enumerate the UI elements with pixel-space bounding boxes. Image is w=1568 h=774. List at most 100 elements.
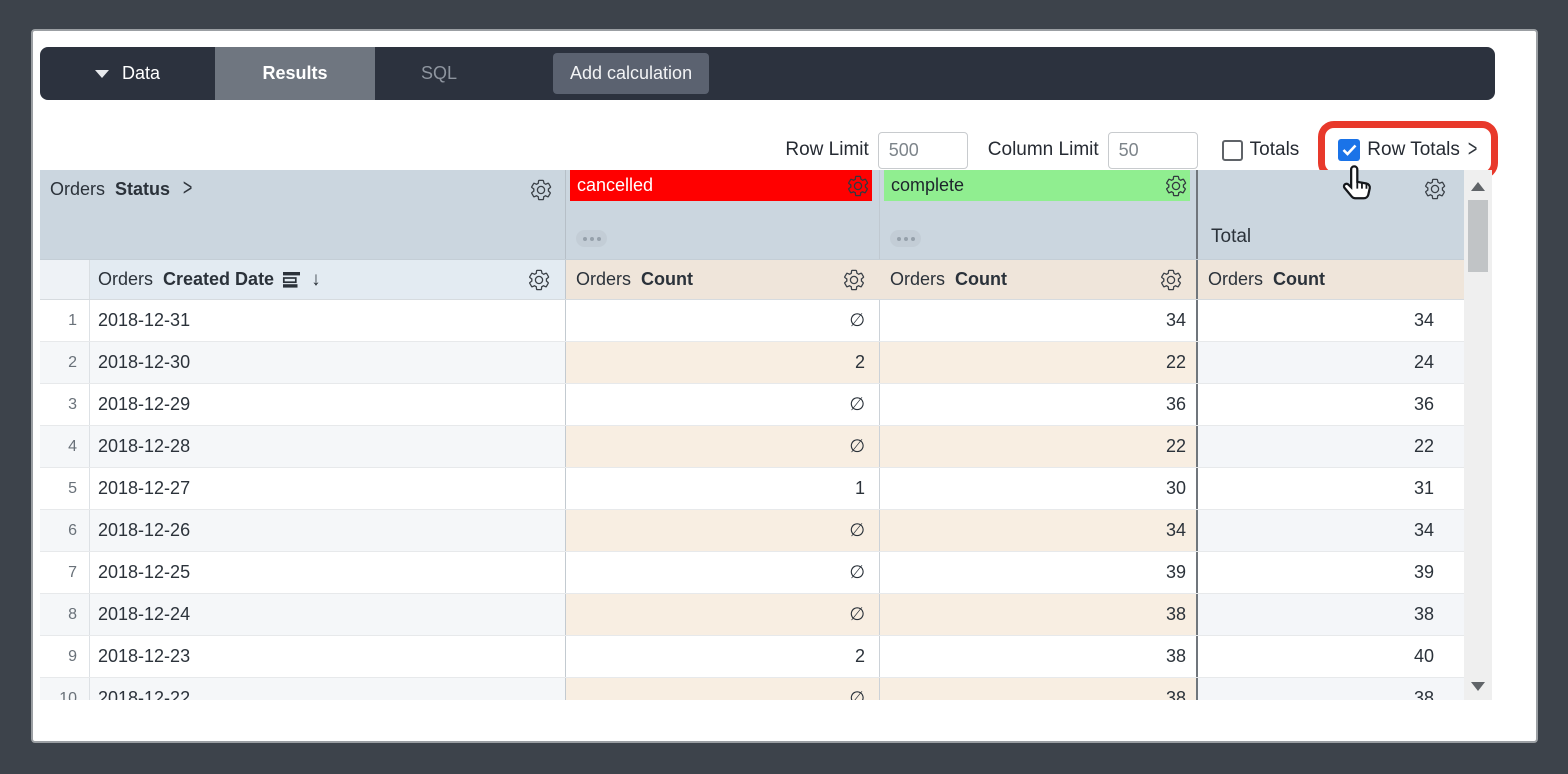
measure-header-cancelled[interactable]: Orders Count — [566, 260, 880, 299]
gear-icon[interactable] — [529, 178, 553, 202]
row-total-cell[interactable]: 31 — [1196, 468, 1492, 509]
complete-count-cell[interactable]: 39 — [880, 552, 1198, 593]
row-totals-checkbox[interactable] — [1338, 139, 1361, 161]
row-total-cell[interactable]: 39 — [1196, 552, 1492, 593]
date-cell[interactable]: 2018-12-27 — [90, 468, 566, 509]
complete-count-cell[interactable]: 36 — [880, 384, 1198, 425]
date-cell[interactable]: 2018-12-24 — [90, 594, 566, 635]
date-cell[interactable]: 2018-12-22 — [90, 678, 566, 700]
totals-label: Totals — [1249, 139, 1300, 160]
chevron-right-icon: > — [182, 175, 193, 202]
gear-icon[interactable] — [1423, 177, 1447, 201]
complete-count-cell[interactable]: 22 — [880, 426, 1198, 467]
table-row: 8 2018-12-24 ∅ 38 38 — [40, 594, 1492, 636]
row-total-cell[interactable]: 40 — [1196, 636, 1492, 677]
vertical-scrollbar[interactable] — [1464, 170, 1492, 700]
date-header-prefix: Orders — [98, 269, 154, 289]
date-header-field: Created Date — [163, 269, 275, 289]
tab-sql[interactable]: SQL — [420, 63, 458, 83]
row-total-cell[interactable]: 34 — [1196, 510, 1492, 551]
measure-header-total[interactable]: Orders Count — [1196, 260, 1492, 299]
complete-count-cell[interactable]: 38 — [880, 636, 1198, 677]
complete-count-cell[interactable]: 34 — [880, 300, 1198, 341]
table-row: 3 2018-12-29 ∅ 36 36 — [40, 384, 1492, 426]
measure-header-row: Orders Created Date ↓ Orders Count — [40, 260, 1492, 300]
cancelled-count-cell[interactable]: ∅ — [566, 426, 880, 467]
row-index: 3 — [40, 384, 90, 425]
pivot-field-title: Orders Status > — [50, 175, 529, 202]
scroll-down-arrow[interactable] — [1471, 682, 1485, 691]
table-row: 5 2018-12-27 1 30 31 — [40, 468, 1492, 510]
cancelled-count-cell[interactable]: 1 — [566, 468, 880, 509]
pivot-value-label: complete — [891, 175, 965, 195]
table-row: 4 2018-12-28 ∅ 22 22 — [40, 426, 1492, 468]
pivot-field-name: Status — [115, 178, 171, 199]
cancelled-count-cell[interactable]: ∅ — [566, 384, 880, 425]
row-index: 10 — [40, 678, 90, 700]
gear-icon[interactable] — [1159, 268, 1183, 292]
complete-count-cell[interactable]: 34 — [880, 510, 1198, 551]
cancelled-count-cell[interactable]: 2 — [566, 636, 880, 677]
pivot-value-chip-complete[interactable]: complete — [884, 170, 1190, 201]
gear-icon[interactable] — [846, 174, 870, 198]
complete-count-cell[interactable]: 22 — [880, 342, 1198, 383]
cancelled-count-cell[interactable]: ∅ — [566, 552, 880, 593]
date-cell[interactable]: 2018-12-26 — [90, 510, 566, 551]
date-cell[interactable]: 2018-12-31 — [90, 300, 566, 341]
measure-header-title: Orders Count — [576, 269, 693, 290]
totals-checkbox[interactable] — [1221, 139, 1243, 161]
pivot-value-chip-cancelled[interactable]: cancelled — [570, 170, 872, 201]
cancelled-count-cell[interactable]: ∅ — [566, 300, 880, 341]
gear-icon[interactable] — [527, 268, 551, 292]
row-index: 8 — [40, 594, 90, 635]
measure-header-title: Orders Count — [1208, 269, 1325, 290]
measure-field: Count — [1273, 269, 1326, 289]
cancelled-count-cell[interactable]: ∅ — [566, 594, 880, 635]
pivot-options-ellipsis-button[interactable] — [576, 230, 607, 247]
sort-desc-arrow-icon[interactable]: ↓ — [311, 268, 321, 290]
measure-field: Count — [641, 269, 694, 289]
cancelled-count-cell[interactable]: ∅ — [566, 510, 880, 551]
cancelled-count-cell[interactable]: 2 — [566, 342, 880, 383]
row-total-cell[interactable]: 38 — [1196, 678, 1492, 700]
complete-count-cell[interactable]: 38 — [880, 678, 1198, 700]
tab-results[interactable]: Results — [215, 47, 375, 100]
pivot-header-band: Orders Status > cancelled — [40, 170, 1492, 260]
column-limit-input[interactable] — [1107, 131, 1198, 169]
pivot-value-label: cancelled — [577, 175, 654, 195]
date-cell[interactable]: 2018-12-23 — [90, 636, 566, 677]
table-row: 7 2018-12-25 ∅ 39 39 — [40, 552, 1492, 594]
measure-header-complete[interactable]: Orders Count — [880, 260, 1198, 299]
row-total-cell[interactable]: 22 — [1196, 426, 1492, 467]
subtotal-rows-icon[interactable] — [282, 269, 303, 290]
date-cell[interactable]: 2018-12-29 — [90, 384, 566, 425]
row-total-cell[interactable]: 24 — [1196, 342, 1492, 383]
scrollbar-thumb[interactable] — [1468, 200, 1488, 272]
data-dropdown-label: Data — [121, 63, 161, 83]
date-column-header[interactable]: Orders Created Date ↓ — [90, 260, 566, 299]
complete-count-cell[interactable]: 38 — [880, 594, 1198, 635]
cancelled-count-cell[interactable]: ∅ — [566, 678, 880, 700]
row-index: 1 — [40, 300, 90, 341]
pivot-options-ellipsis-button[interactable] — [890, 230, 921, 247]
row-total-cell[interactable]: 38 — [1196, 594, 1492, 635]
row-total-cell[interactable]: 34 — [1196, 300, 1492, 341]
measure-field: Count — [955, 269, 1008, 289]
measure-header-title: Orders Count — [890, 269, 1007, 290]
add-calculation-button[interactable]: Add calculation — [553, 53, 710, 94]
date-cell[interactable]: 2018-12-30 — [90, 342, 566, 383]
gear-icon[interactable] — [1164, 174, 1188, 198]
gear-icon[interactable] — [842, 268, 866, 292]
pivot-field-header[interactable]: Orders Status > — [40, 170, 566, 259]
measure-prefix: Orders — [576, 269, 632, 289]
row-total-cell[interactable]: 36 — [1196, 384, 1492, 425]
complete-count-cell[interactable]: 30 — [880, 468, 1198, 509]
row-limit-input[interactable] — [877, 131, 968, 169]
date-cell[interactable]: 2018-12-28 — [90, 426, 566, 467]
row-index: 6 — [40, 510, 90, 551]
date-cell[interactable]: 2018-12-25 — [90, 552, 566, 593]
query-controls: Row Limit Column Limit Totals Row Totals… — [33, 109, 1498, 200]
data-dropdown[interactable]: Data — [40, 47, 215, 100]
pivot-column-complete: complete — [880, 170, 1198, 259]
scroll-up-arrow[interactable] — [1471, 182, 1485, 191]
